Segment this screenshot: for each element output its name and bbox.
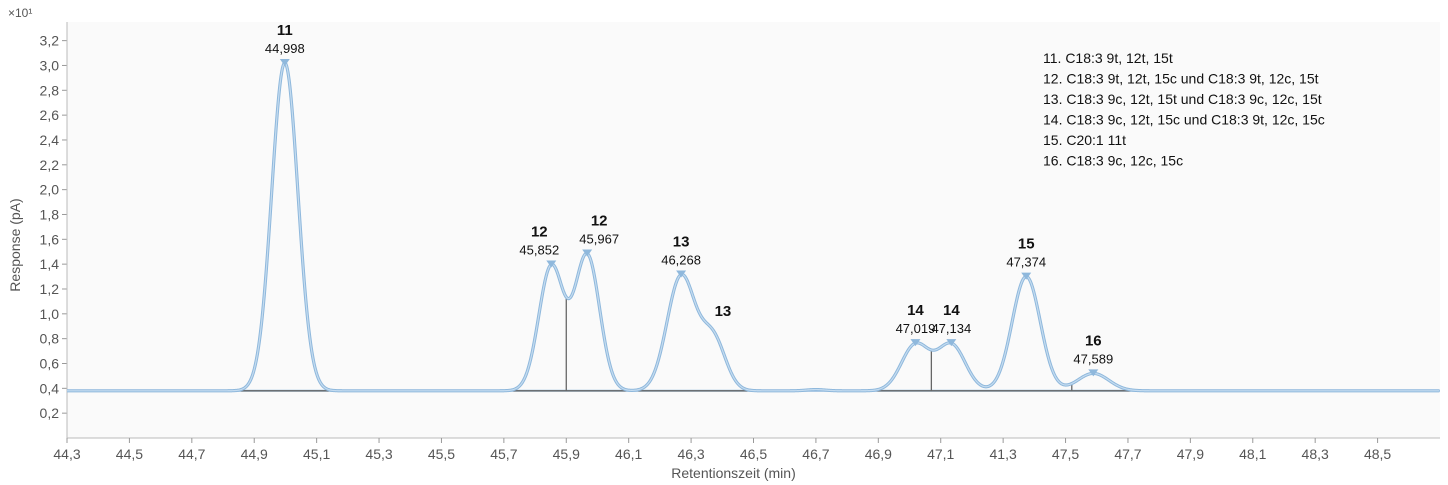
peak-marker xyxy=(546,260,557,268)
chromatogram-trace-group xyxy=(66,61,1441,393)
peak-marker xyxy=(279,58,290,66)
plot-area xyxy=(67,22,1440,438)
peak-retention-label: 44,998 xyxy=(265,41,305,56)
y-tick-label: 0,4 xyxy=(40,380,60,396)
x-tick-label: 46,5 xyxy=(740,446,767,462)
y-tick-label: 2,2 xyxy=(40,157,60,173)
y-tick-label: 3,0 xyxy=(40,57,60,73)
peak-number-label: 14 xyxy=(943,302,960,319)
x-tick-label: 48,3 xyxy=(1302,446,1329,462)
y-axis-ticks: 0,2 0,4 0,6 0,8 1,0 1,2 1,4 1,6 1,8 2,0 2,2 2,4 2,6 2… xyxy=(40,22,68,438)
legend-entry: 14. C18:3 9c, 12t, 15c und C18:3 9t, 12c… xyxy=(1043,112,1325,128)
peak-marker xyxy=(946,339,957,347)
peak-label-group: 44,998 11 45,852 12 45,967 12 46,268 13 13 47,019… xyxy=(265,22,1113,366)
peak-retention-label: 45,852 xyxy=(519,242,559,257)
peak-retention-label: 47,134 xyxy=(931,321,971,336)
peak-marker xyxy=(676,270,687,278)
y-tick-label: 2,6 xyxy=(40,107,60,123)
x-tick-label: 48,5 xyxy=(1364,446,1391,462)
y-tick-label: 2,8 xyxy=(40,82,60,98)
x-tick-label: 44,3 xyxy=(53,446,80,462)
y-axis-multiplier: ×10¹ xyxy=(8,6,32,20)
x-tick-label: 45,1 xyxy=(303,446,330,462)
x-tick-label: 45,5 xyxy=(428,446,455,462)
y-tick-label: 2,0 xyxy=(40,182,60,198)
x-axis-label: Retentionszeit (min) xyxy=(671,465,796,481)
x-axis-ticks: 44,3 44,5 44,7 44,9 45,1 45,3 45,5 45,7 45,9 46,1… xyxy=(53,437,1440,462)
peak-marker xyxy=(582,249,593,257)
x-tick-label: 45,7 xyxy=(490,446,517,462)
peak-marker xyxy=(1088,369,1099,377)
y-axis-label: Response (pA) xyxy=(7,198,23,291)
peak-retention-label: 46,268 xyxy=(661,253,701,268)
x-tick-label: 44,9 xyxy=(241,446,268,462)
x-tick-label: 45,3 xyxy=(365,446,392,462)
legend-entry: 15. C20:1 11t xyxy=(1043,132,1126,148)
y-tick-label: 2,4 xyxy=(40,132,60,148)
x-tick-label: 44,7 xyxy=(178,446,205,462)
x-tick-label: 47,5 xyxy=(1052,446,1079,462)
legend-entry: 12. C18:3 9t, 12t, 15c und C18:3 9t, 12c… xyxy=(1043,71,1319,87)
x-tick-label: 45,9 xyxy=(553,446,580,462)
x-tick-label: 47,9 xyxy=(1177,446,1204,462)
peak-retention-label: 47,589 xyxy=(1073,351,1113,366)
x-tick-label: 47,7 xyxy=(1114,446,1141,462)
y-tick-label: 3,2 xyxy=(40,33,60,49)
y-tick-label: 1,2 xyxy=(40,281,60,297)
y-tick-label: 1,8 xyxy=(40,206,60,222)
peak-number-label: 12 xyxy=(591,212,608,229)
peak-number-label: 16 xyxy=(1085,332,1102,349)
y-tick-label: 0,6 xyxy=(40,355,60,371)
legend-entry: 11. C18:3 9t, 12t, 15t xyxy=(1043,50,1173,66)
y-tick-label: 1,4 xyxy=(40,256,60,272)
peak-retention-label: 47,019 xyxy=(896,321,936,336)
peak-marker xyxy=(910,339,921,347)
legend-entry: 13. C18:3 9c, 12t, 15t und C18:3 9c, 12c… xyxy=(1043,91,1322,107)
peak-number-label: 13 xyxy=(673,234,690,251)
peak-number-label: 15 xyxy=(1018,236,1035,253)
y-tick-label: 1,6 xyxy=(40,231,60,247)
peak-retention-label: 45,967 xyxy=(579,231,619,246)
x-tick-label: 46,1 xyxy=(615,446,642,462)
peak-retention-label: 47,374 xyxy=(1006,255,1046,270)
peak-marker-group xyxy=(279,58,1099,377)
peak-marker xyxy=(1021,272,1032,280)
chromatogram-trace-highlight xyxy=(67,62,1440,392)
x-tick-label: 41,3 xyxy=(990,446,1017,462)
peak-number-label: 11 xyxy=(277,22,293,39)
x-tick-label: 46,9 xyxy=(865,446,892,462)
peak-number-label: 14 xyxy=(907,302,924,319)
x-tick-label: 48,1 xyxy=(1239,446,1266,462)
y-tick-label: 1,0 xyxy=(40,306,60,322)
x-tick-label: 44,5 xyxy=(116,446,143,462)
x-tick-label: 47,1 xyxy=(927,446,954,462)
legend-entry: 16. C18:3 9c, 12c, 15c xyxy=(1043,153,1183,169)
legend: 11. C18:3 9t, 12t, 15t 12. C18:3 9t, 12t,… xyxy=(1043,50,1325,169)
peak-number-label: 12 xyxy=(531,223,548,240)
x-tick-label: 46,3 xyxy=(677,446,704,462)
y-tick-label: 0,8 xyxy=(40,331,60,347)
y-tick-label: 0,2 xyxy=(40,405,60,421)
x-tick-label: 46,7 xyxy=(802,446,829,462)
peak-number-label: 13 xyxy=(715,303,732,320)
